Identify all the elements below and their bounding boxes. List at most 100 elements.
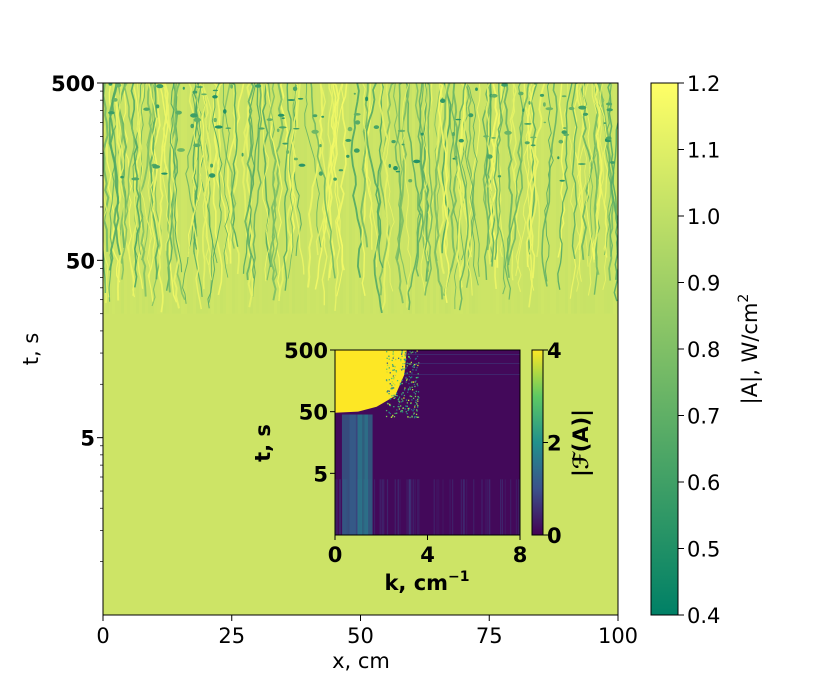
inset-speckle [395, 394, 397, 397]
inset-speckle [396, 412, 398, 414]
inset-speckle [396, 392, 398, 394]
field-spot [605, 136, 612, 140]
inset-speckle [416, 410, 418, 412]
inset-speckle [407, 388, 410, 390]
inset-speckle [404, 359, 407, 362]
inset-speckle [413, 417, 416, 419]
field-spot [563, 127, 567, 129]
inset-speckle [388, 404, 391, 407]
inset-x-tick-label: 4 [420, 543, 435, 567]
inset-speckle [415, 352, 417, 354]
field-filament [598, 83, 609, 258]
field-spot [455, 118, 462, 121]
inset-streak [339, 479, 341, 535]
inset-speckle [415, 377, 418, 379]
inset-speckle [397, 357, 400, 359]
field-filament [283, 83, 292, 291]
inset-speckle [392, 365, 394, 367]
field-spot [491, 93, 498, 98]
inset-speckle [413, 413, 415, 415]
inset-speckle [415, 369, 417, 371]
main-colorbar-tick-label: 1.1 [687, 139, 720, 163]
inset-speckle [412, 381, 415, 383]
inset-speckle [399, 383, 402, 386]
field-column [136, 83, 139, 314]
inset-speckle [414, 385, 416, 388]
field-column [157, 83, 160, 314]
inset-speckle [414, 404, 416, 407]
main-y-axis-label: t, s [19, 333, 43, 366]
field-spot [223, 109, 227, 114]
inset-speckle [387, 390, 389, 392]
main-colorbar-tick-label: 0.5 [687, 538, 720, 562]
inset-speckle [407, 399, 410, 401]
field-filament [496, 83, 506, 295]
field-column [196, 83, 199, 314]
field-filament [557, 83, 566, 258]
inset-speckle [385, 409, 388, 412]
field-column [307, 83, 310, 314]
field-filament [310, 83, 336, 279]
field-column [541, 83, 544, 314]
inset-speckle [410, 352, 412, 354]
inset-speckle [390, 416, 393, 418]
field-spot [193, 143, 201, 148]
field-filament [307, 83, 324, 288]
field-column [331, 83, 334, 314]
field-filament [242, 83, 261, 274]
inset-speckle [391, 377, 393, 380]
field-spot [293, 157, 298, 161]
inset-speckle [395, 370, 397, 372]
field-column [334, 83, 337, 314]
field-filament [251, 83, 263, 279]
field-filament [222, 83, 230, 278]
field-spot [108, 111, 115, 115]
field-filament [202, 83, 213, 303]
field-spot [420, 132, 424, 136]
inset-streak [406, 479, 408, 535]
inset-speckle [406, 402, 409, 404]
field-column [187, 83, 190, 314]
inset-speckle [398, 408, 401, 410]
main-x-tick-label: 100 [598, 624, 638, 648]
field-column [115, 83, 118, 314]
field-column [304, 83, 307, 314]
inset-streak [381, 479, 383, 535]
field-spot [292, 86, 298, 92]
field-column [409, 83, 412, 314]
inset-speckle [392, 353, 394, 355]
inset-speckle [404, 352, 407, 354]
inset-colorbar: 0 2 4 |ℱ(A)| [531, 339, 594, 548]
inset-speckle [386, 371, 388, 373]
main-x-axis-label: x, cm [332, 649, 390, 673]
field-spot [486, 154, 493, 159]
field-column [145, 83, 148, 314]
field-column [547, 83, 550, 314]
inset-speckle [406, 378, 408, 380]
inset-speckle [392, 355, 395, 358]
inset-speckle [393, 369, 395, 371]
field-column [259, 83, 262, 314]
field-spot [120, 175, 124, 179]
inset-speckle [406, 362, 408, 364]
inset-speckle [393, 406, 395, 408]
field-spot [610, 161, 615, 164]
inset-colorbar-tick-label: 2 [547, 432, 562, 456]
field-spot [545, 107, 554, 111]
field-filament [523, 83, 535, 291]
field-spot [558, 139, 564, 144]
inset-speckle [401, 409, 403, 412]
inset-x-axis-label: k, cm−1 [384, 569, 469, 595]
inset-speckle [408, 382, 410, 385]
inset-speckle [416, 406, 419, 408]
inset-speckle [401, 351, 403, 353]
inset-speckle [414, 381, 416, 383]
inset-x-axis-label-text: k, cm [384, 571, 448, 595]
inset-speckle [390, 384, 393, 386]
field-filament [267, 83, 279, 282]
field-column [544, 83, 547, 314]
field-filament [169, 83, 183, 273]
field-spot [578, 163, 586, 165]
field-filament [328, 83, 340, 278]
inset-streak [473, 479, 475, 535]
